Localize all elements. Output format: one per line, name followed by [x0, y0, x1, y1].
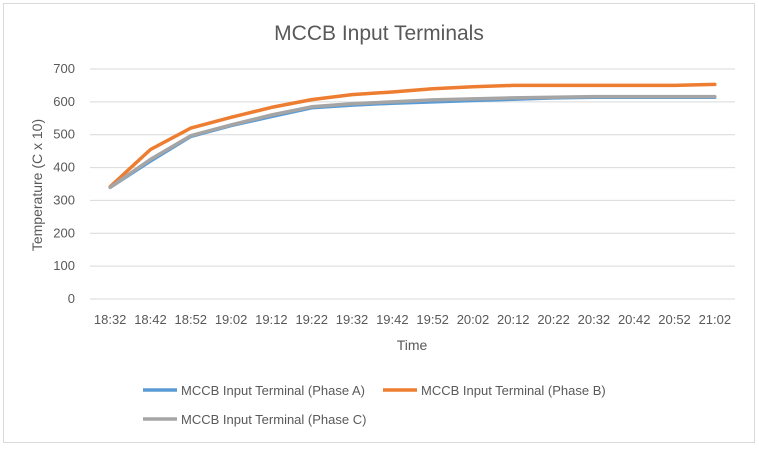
x-tick-label: 20:02	[457, 312, 490, 327]
y-tick-label: 100	[53, 258, 75, 273]
x-tick-label: 19:32	[336, 312, 369, 327]
legend-label: MCCB Input Terminal (Phase A)	[181, 383, 365, 398]
x-tick-label: 20:12	[497, 312, 530, 327]
y-tick-label: 500	[53, 127, 75, 142]
x-tick-label: 18:52	[175, 312, 208, 327]
y-tick-label: 400	[53, 160, 75, 175]
legend-item: MCCB Input Terminal (Phase B)	[383, 383, 606, 398]
x-tick-label: 19:02	[215, 312, 248, 327]
gridlines	[90, 68, 735, 300]
x-tick-label: 20:42	[618, 312, 651, 327]
y-axis-ticks: 0 100 200 300 400 500 600 700	[53, 61, 75, 306]
y-tick-label: 600	[53, 94, 75, 109]
x-tick-label: 18:32	[94, 312, 127, 327]
series-line-3	[108, 94, 717, 190]
x-tick-label: 19:52	[416, 312, 449, 327]
y-axis-label: Temperature (C x 10)	[29, 119, 45, 251]
x-tick-label: 20:22	[537, 312, 570, 327]
series-lines	[108, 82, 717, 190]
x-tick-label: 20:32	[578, 312, 611, 327]
x-axis-label: Time	[397, 337, 428, 353]
legend-item: MCCB Input Terminal (Phase A)	[143, 383, 365, 398]
x-axis-ticks: 18:32 18:42 18:52 19:02 19:12 19:22 19:32 19:42…	[94, 312, 731, 327]
x-tick-label: 19:12	[255, 312, 288, 327]
chart-title: MCCB Input Terminals	[274, 22, 484, 45]
x-tick-label: 21:02	[699, 312, 732, 327]
legend-label: MCCB Input Terminal (Phase C)	[181, 412, 366, 427]
y-tick-label: 300	[53, 192, 75, 207]
y-tick-label: 0	[68, 291, 75, 306]
series-line-2	[108, 82, 717, 189]
x-tick-label: 20:52	[658, 312, 691, 327]
legend-label: MCCB Input Terminal (Phase B)	[421, 383, 606, 398]
series-line-1	[108, 95, 717, 190]
chart-frame	[3, 3, 755, 443]
legend-item: MCCB Input Terminal (Phase C)	[143, 412, 366, 427]
x-tick-label: 19:42	[376, 312, 409, 327]
x-tick-label: 19:22	[295, 312, 328, 327]
x-tick-label: 18:42	[134, 312, 167, 327]
y-tick-label: 700	[53, 61, 75, 76]
legend: MCCB Input Terminal (Phase A) MCCB Input …	[143, 383, 606, 427]
y-tick-label: 200	[53, 225, 75, 240]
